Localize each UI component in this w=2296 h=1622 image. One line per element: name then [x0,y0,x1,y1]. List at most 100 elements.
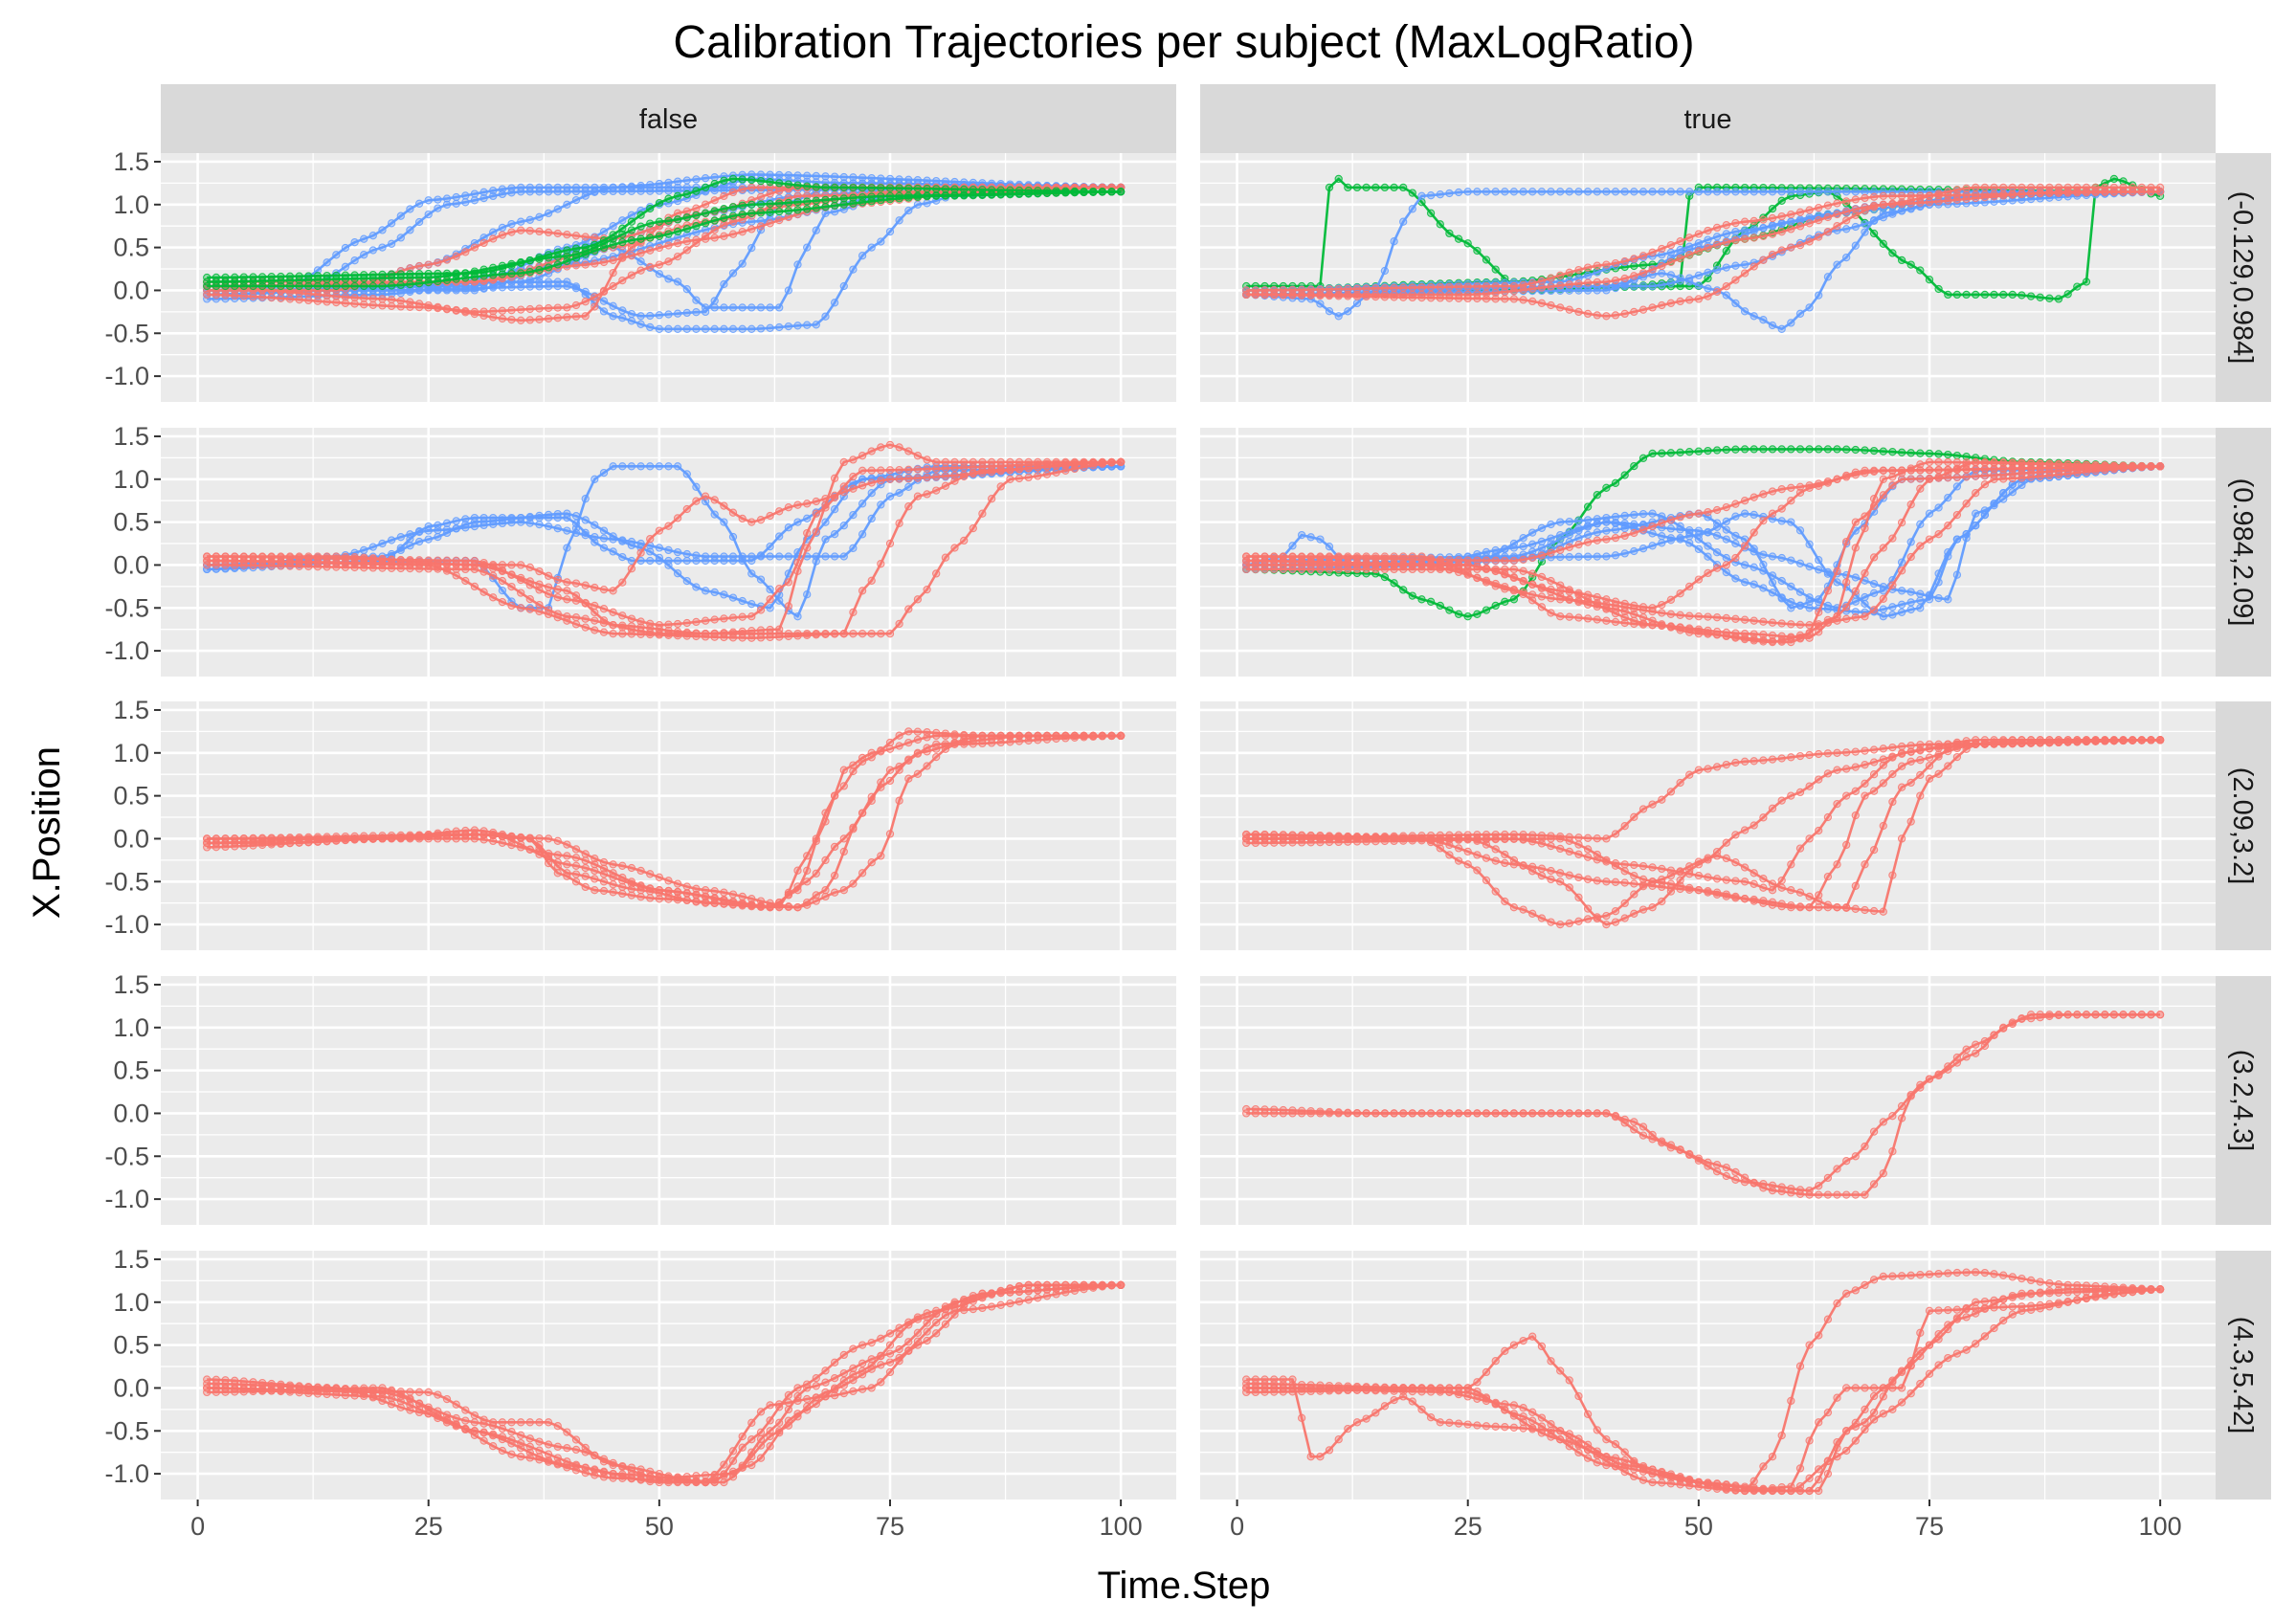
trajectory-point [858,587,867,595]
trajectory-point [618,536,627,544]
trajectory-point [655,462,664,471]
trajectory-point [710,196,719,205]
trajectory-point [784,212,793,222]
trajectory-point [378,226,387,234]
trajectory-point [1897,199,1906,209]
trajectory-point [1528,540,1537,548]
trajectory-point [756,630,766,638]
trajectory-point [1547,534,1555,543]
trajectory-point [1620,613,1629,622]
trajectory-point [1823,445,1833,454]
trajectory-point [867,447,876,455]
trajectory-point [387,281,396,290]
trajectory-point [664,257,673,266]
trajectory-point [1704,542,1712,550]
trajectory-point [1768,221,1777,230]
trajectory-point [1509,565,1519,574]
trajectory-point [784,602,793,611]
trajectory-point [1815,291,1823,300]
trajectory-point [1722,291,1730,300]
trajectory-point [313,290,323,300]
trajectory-point [1897,207,1906,215]
trajectory-point [793,198,802,207]
trajectory-point [720,191,728,201]
trajectory-point [1583,188,1593,196]
trajectory-point [1740,561,1750,569]
trajectory-point [885,184,895,192]
trajectory-point [747,175,756,185]
trajectory-point [1861,219,1869,229]
trajectory-point [350,281,359,291]
trajectory-point [2054,188,2063,196]
trajectory-point [277,277,285,285]
trajectory-point [766,552,774,561]
trajectory-point [636,627,645,635]
trajectory-point [1574,188,1583,196]
trajectory-point [517,226,525,234]
trajectory-point [701,552,710,561]
trajectory-point [766,189,774,198]
trajectory-point [877,466,885,475]
trajectory-point [1426,290,1436,300]
trajectory-point [960,536,969,545]
trajectory-point [1630,188,1638,196]
trajectory-point [812,171,820,181]
trajectory-point [591,532,599,542]
trajectory-point [360,300,368,309]
trajectory-point [1869,579,1879,589]
trajectory-point [498,576,507,586]
trajectory-point [747,552,756,561]
trajectory-point [599,585,609,594]
trajectory-point [932,486,941,495]
trajectory-point [728,203,738,211]
trajectory-point [1685,233,1694,242]
trajectory-point [517,269,525,278]
trajectory-point [1436,190,1444,199]
trajectory-point [517,575,525,585]
trajectory-point [904,206,913,215]
trajectory-point [1952,290,1962,300]
trajectory-point [1537,583,1547,591]
trajectory-point [1334,174,1343,184]
trajectory-point [812,552,820,561]
trajectory-point [599,618,609,628]
trajectory-point [1833,578,1841,587]
trajectory-point [1722,282,1730,291]
trajectory-point [1722,247,1730,256]
trajectory-point [1731,633,1740,642]
trajectory-point [609,234,617,243]
trajectory-point [701,630,710,638]
trajectory-point [2017,183,2026,192]
trajectory-point [1704,527,1712,537]
trajectory-point [941,472,950,480]
trajectory-point [414,279,424,288]
trajectory-point [618,314,627,322]
trajectory-point [720,205,728,213]
trajectory-point [507,582,516,591]
trajectory-point [609,630,617,638]
trajectory-point [923,192,931,201]
trajectory-point [747,243,756,253]
trajectory-point [618,254,627,262]
trajectory-point [627,537,636,546]
trajectory-point [1473,610,1482,618]
trajectory-point [406,274,414,282]
trajectory-point [452,286,460,295]
trajectory-point [1491,295,1500,303]
trajectory-point [738,324,747,333]
trajectory-point [368,294,377,303]
trajectory-point [313,297,323,305]
trajectory-point [406,205,414,213]
trajectory-point [784,180,793,189]
trajectory-point [1352,299,1362,308]
trajectory-point [257,281,267,291]
trajectory-point [618,611,627,620]
trajectory-point [1593,552,1601,561]
trajectory-point [525,519,534,527]
trajectory-point [1565,305,1573,314]
trajectory-point [507,259,516,269]
trajectory-point [1795,526,1805,535]
trajectory-point [1916,475,1925,483]
trajectory-point [1952,451,1962,460]
trajectory-point [830,299,839,307]
